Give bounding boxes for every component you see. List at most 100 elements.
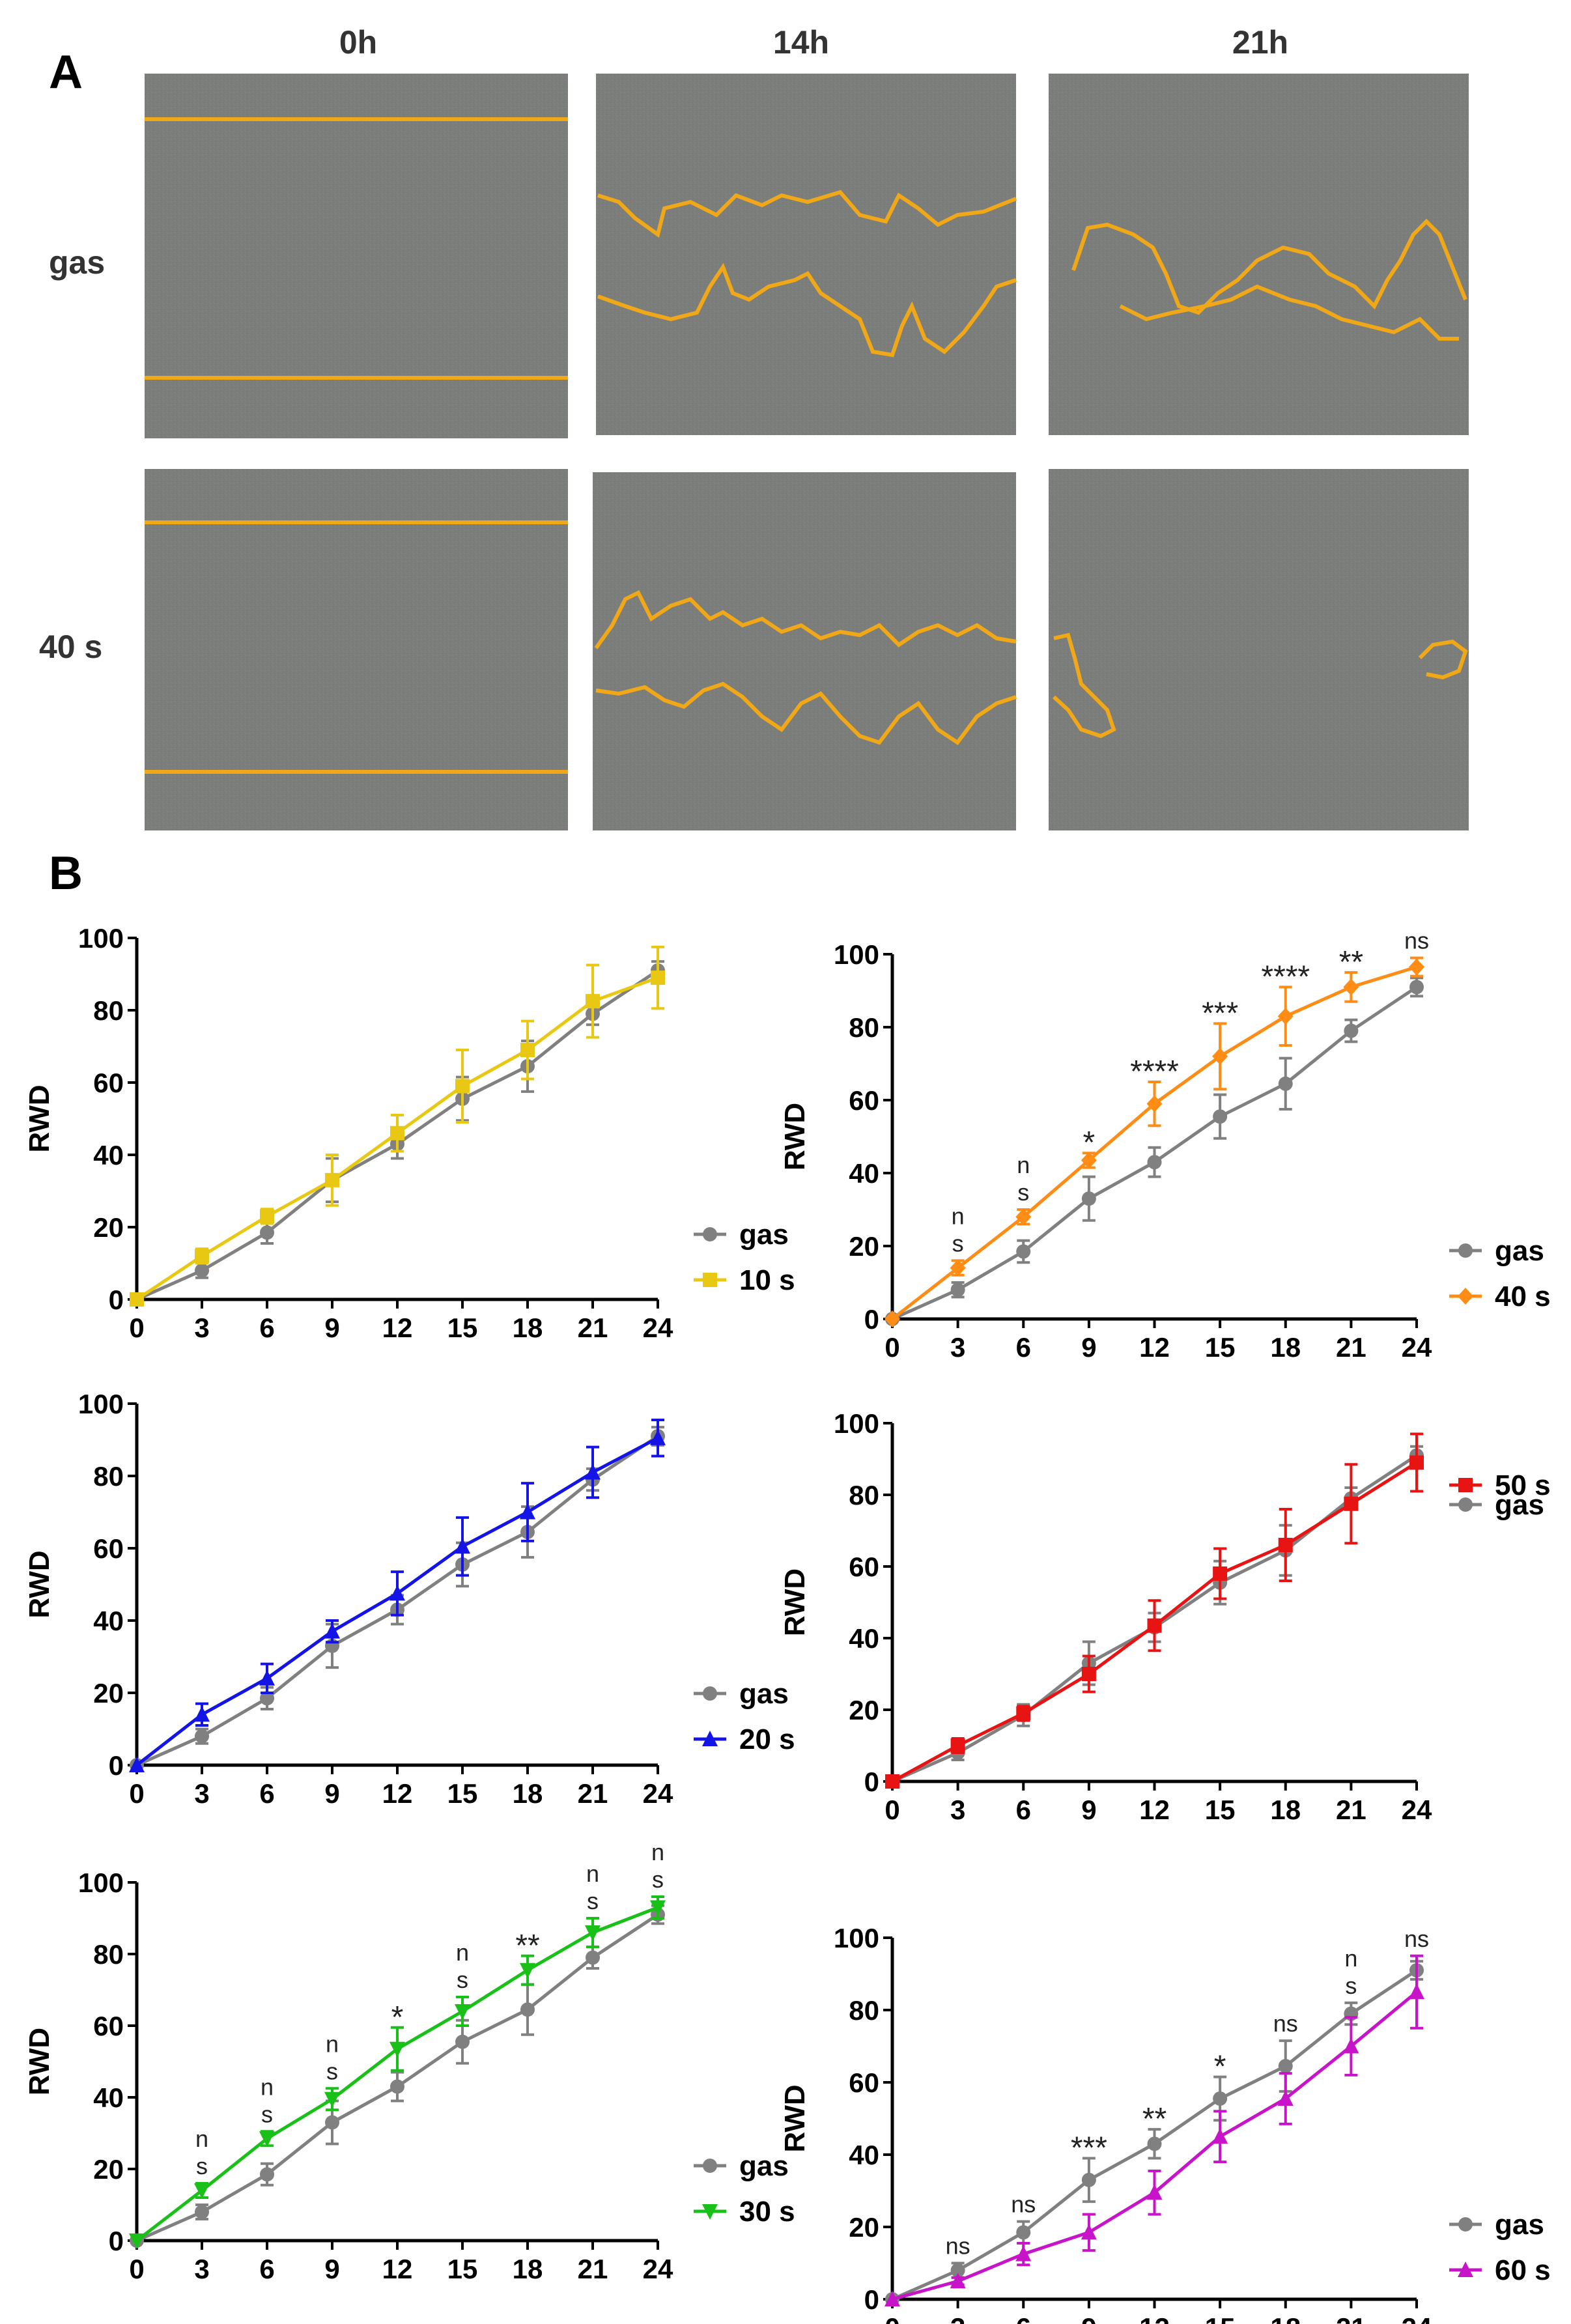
data-point bbox=[1081, 2224, 1097, 2240]
data-point bbox=[1016, 1706, 1031, 1721]
significance-label: ns bbox=[1011, 2191, 1036, 2218]
significance-label: s bbox=[261, 2101, 273, 2127]
data-point bbox=[585, 1925, 601, 1941]
y-tick-label: 60 bbox=[93, 1533, 124, 1564]
data-point bbox=[1147, 1618, 1162, 1633]
significance-label: s bbox=[587, 1888, 599, 1914]
y-tick-label: 80 bbox=[93, 1461, 124, 1492]
data-point bbox=[455, 2004, 470, 2020]
legend-marker bbox=[1458, 2217, 1473, 2232]
significance-label: n bbox=[456, 1939, 469, 1966]
y-tick-label: 40 bbox=[93, 2082, 124, 2113]
y-tick-label: 100 bbox=[834, 1923, 879, 1953]
legend-marker bbox=[1458, 2261, 1473, 2277]
data-point bbox=[1409, 1455, 1424, 1470]
chart-60s: 02040608010003691215182124RWDnsns******n… bbox=[779, 1923, 1551, 2324]
data-point bbox=[885, 1311, 900, 1327]
x-tick-label: 18 bbox=[513, 1778, 543, 1809]
x-tick-label: 0 bbox=[129, 1312, 144, 1343]
significance-label: s bbox=[196, 2153, 208, 2179]
x-tick-label: 24 bbox=[643, 1778, 673, 1809]
significance-label: s bbox=[952, 1230, 964, 1256]
y-tick-label: 40 bbox=[93, 1606, 124, 1636]
data-point bbox=[195, 1263, 209, 1278]
y-tick-label: 100 bbox=[78, 1867, 124, 1898]
data-point bbox=[585, 1464, 601, 1480]
x-tick-label: 24 bbox=[643, 2254, 673, 2284]
data-point bbox=[455, 1079, 470, 1094]
significance-label: *** bbox=[1202, 996, 1238, 1030]
y-tick-label: 0 bbox=[864, 2284, 879, 2315]
data-point bbox=[260, 1225, 274, 1240]
x-tick-label: 9 bbox=[1081, 1794, 1096, 1825]
legend-marker bbox=[703, 2159, 717, 2173]
data-point bbox=[259, 2131, 275, 2147]
data-point bbox=[194, 1706, 210, 1722]
x-tick-label: 12 bbox=[382, 1778, 413, 1809]
significance-label: *** bbox=[1071, 2131, 1107, 2166]
legend-marker bbox=[702, 2204, 718, 2220]
data-point bbox=[455, 1538, 470, 1554]
significance-label: n bbox=[952, 1202, 965, 1229]
data-point bbox=[195, 1729, 209, 1744]
data-point bbox=[885, 2291, 900, 2306]
data-point bbox=[1277, 1008, 1294, 1025]
legend-label: gas bbox=[739, 2150, 789, 2182]
legend-label: gas bbox=[1495, 2209, 1544, 2241]
x-tick-label: 21 bbox=[1336, 1794, 1366, 1825]
x-tick-label: 3 bbox=[194, 1312, 209, 1343]
x-tick-label: 18 bbox=[513, 2254, 543, 2284]
x-tick-label: 15 bbox=[447, 2254, 478, 2284]
row-label-40s: 40 s bbox=[39, 629, 102, 665]
x-tick-label: 3 bbox=[950, 1794, 965, 1825]
legend-marker bbox=[703, 1686, 717, 1701]
data-point bbox=[1344, 1496, 1359, 1511]
significance-label: n bbox=[651, 1839, 664, 1865]
data-point bbox=[586, 994, 600, 1009]
x-tick-label: 9 bbox=[1081, 1332, 1096, 1363]
y-axis-label: RWD bbox=[23, 1550, 55, 1618]
x-tick-label: 12 bbox=[1139, 1794, 1170, 1825]
y-tick-label: 20 bbox=[849, 1231, 879, 1262]
data-point bbox=[129, 2233, 145, 2249]
x-tick-label: 24 bbox=[1402, 1332, 1432, 1363]
legend-marker bbox=[1458, 1497, 1473, 1512]
x-tick-label: 21 bbox=[578, 1312, 608, 1343]
data-point bbox=[1212, 2128, 1228, 2144]
data-point bbox=[1344, 1023, 1359, 1038]
y-tick-label: 80 bbox=[849, 1012, 879, 1043]
micrograph-40s-0h bbox=[145, 469, 568, 830]
significance-label: n bbox=[1017, 1152, 1030, 1178]
chart-20s: 0 20 40 60 80 100 0 3 6 9 12 15 18 21 24 RWD gas 20 s bbox=[23, 1389, 795, 1809]
x-tick-label: 3 bbox=[950, 2312, 965, 2324]
significance-label: * bbox=[1083, 1126, 1096, 1160]
x-tick-label: 15 bbox=[1205, 1332, 1236, 1363]
x-tick-label: 6 bbox=[259, 2254, 274, 2284]
y-tick-label: 40 bbox=[849, 1623, 879, 1654]
data-point bbox=[325, 1172, 339, 1187]
legend-marker bbox=[703, 1273, 717, 1287]
y-tick-label: 40 bbox=[849, 2140, 879, 2170]
significance-label: **** bbox=[1261, 959, 1310, 994]
x-tick-label: 9 bbox=[324, 1778, 339, 1809]
y-axis-label: RWD bbox=[779, 2084, 811, 2152]
data-point bbox=[520, 1963, 535, 1979]
legend-marker bbox=[703, 1227, 717, 1241]
y-tick-label: 100 bbox=[78, 923, 124, 954]
data-point bbox=[389, 2041, 405, 2058]
panel-a-label: A bbox=[49, 46, 83, 98]
x-tick-label: 21 bbox=[1336, 1332, 1366, 1363]
legend: gas 30 s bbox=[694, 2150, 795, 2228]
series-60s bbox=[885, 1954, 1424, 2306]
y-tick-label: 80 bbox=[849, 1480, 879, 1510]
data-point bbox=[1147, 1155, 1162, 1170]
series-50s bbox=[885, 1432, 1424, 1789]
significance-label: ** bbox=[515, 1929, 539, 1963]
significance-label: n bbox=[1344, 1945, 1357, 1972]
x-tick-label: 18 bbox=[1270, 1332, 1301, 1363]
x-tick-label: 6 bbox=[259, 1312, 274, 1343]
series-line bbox=[891, 965, 1417, 1320]
data-point bbox=[390, 2079, 404, 2094]
y-tick-label: 80 bbox=[93, 1939, 124, 1970]
